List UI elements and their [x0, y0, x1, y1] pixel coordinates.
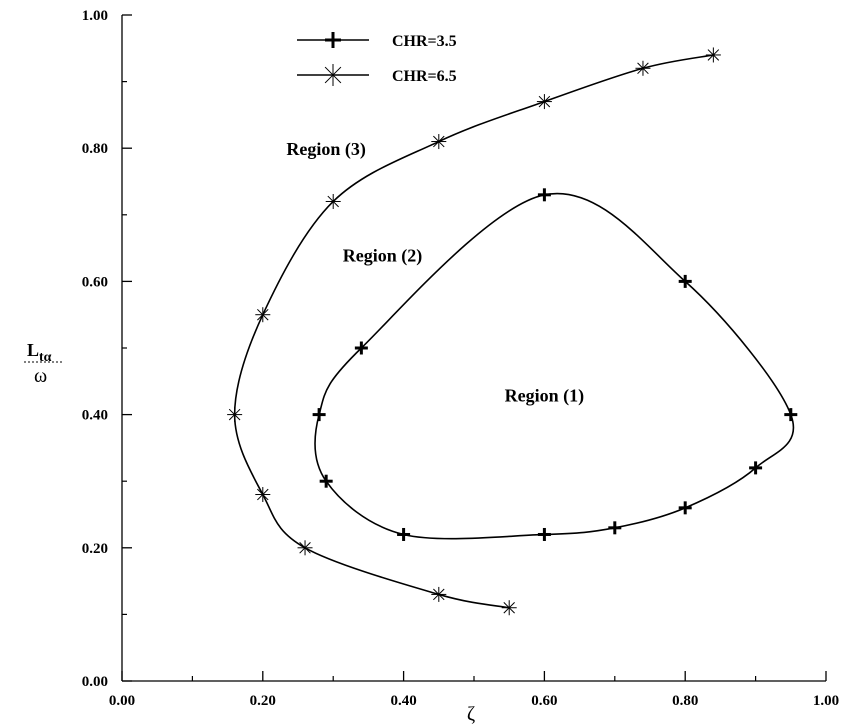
x-axis-label: ζ: [467, 703, 475, 725]
data-point-series-1: [319, 474, 333, 488]
data-point-series-2: [325, 193, 341, 209]
annotations: Region (1) Region (2) Region (3): [286, 139, 584, 406]
data-point-series-1: [678, 274, 692, 288]
y-tick-label: 1.00: [82, 8, 108, 24]
series-line-1: [314, 192, 795, 540]
data-point-series-2: [705, 47, 721, 63]
y-tick-label: 0.20: [82, 541, 108, 557]
data-point-series-2: [255, 307, 271, 323]
data-point-series-2: [431, 134, 447, 150]
y-tick-label: 0.00: [82, 674, 108, 690]
y-tick-label: 0.80: [82, 141, 108, 157]
legend-marker: [322, 64, 344, 86]
curves: [227, 47, 798, 616]
data-point-series-2: [431, 586, 447, 602]
legend-entry: CHR=6.5: [392, 68, 457, 85]
y-tick-label: 0.60: [82, 274, 108, 290]
x-tick-label: 1.00: [813, 693, 839, 709]
data-point-series-2: [255, 487, 271, 503]
x-tick-label: 0.20: [250, 693, 276, 709]
data-point-series-2: [227, 407, 243, 423]
data-point-series-1: [678, 501, 692, 515]
data-point-series-1: [608, 521, 622, 535]
data-point-series-1: [749, 461, 763, 475]
y-tick-label: 0.40: [82, 408, 108, 424]
series-line-2: [233, 54, 714, 609]
data-point-series-1: [354, 341, 368, 355]
legend-entry: CHR=3.5: [392, 33, 457, 50]
x-tick-label: 0.60: [531, 693, 557, 709]
region-annotation: Region (1): [505, 385, 585, 406]
legend: CHR=3.5 CHR=6.5: [297, 32, 457, 86]
x-tick-label: 0.00: [109, 693, 135, 709]
data-point-series-2: [297, 540, 313, 556]
y-axis-label-numerator: Ltα: [27, 340, 52, 365]
data-point-series-1: [784, 408, 798, 422]
x-tick-label: 0.80: [672, 693, 698, 709]
data-point-series-2: [536, 94, 552, 110]
data-point-series-2: [635, 60, 651, 76]
data-point-series-1: [397, 527, 411, 541]
data-point-series-1: [537, 188, 551, 202]
data-point-series-2: [501, 600, 517, 616]
region-annotation: Region (3): [286, 139, 366, 160]
legend-marker: [325, 32, 341, 48]
x-tick-label: 0.40: [390, 693, 416, 709]
region-annotation: Region (2): [343, 245, 423, 266]
axes: 0.00 0.20 0.40 0.60 0.80 1.00 0.00 0.20 0.40 0.60…: [82, 8, 839, 709]
data-point-series-1: [312, 408, 326, 422]
y-axis-label-denominator: ω: [34, 365, 47, 387]
data-point-series-1: [537, 527, 551, 541]
